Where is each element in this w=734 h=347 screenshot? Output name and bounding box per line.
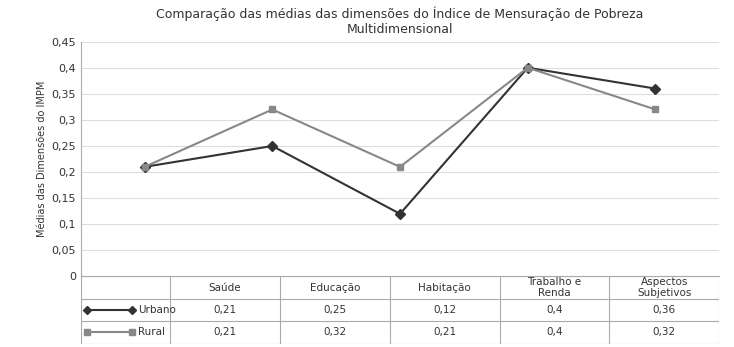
Text: Educação: Educação: [310, 282, 360, 293]
Y-axis label: Médias das Dimensões do IMPM: Médias das Dimensões do IMPM: [37, 81, 47, 237]
Text: Trabalho e
Renda: Trabalho e Renda: [528, 277, 581, 298]
Text: 0,21: 0,21: [433, 327, 457, 337]
Text: 0,4: 0,4: [546, 305, 563, 315]
Text: 0,12: 0,12: [433, 305, 457, 315]
Rural: [268, 107, 277, 111]
Line: Urbano: Urbano: [141, 64, 659, 217]
Rural: [396, 165, 404, 169]
Text: 0,21: 0,21: [214, 327, 236, 337]
Urbano: [523, 66, 532, 70]
Text: 0,21: 0,21: [214, 305, 236, 315]
Title: Comparação das médias das dimensões do Índice de Mensuração de Pobreza
Multidime: Comparação das médias das dimensões do Í…: [156, 7, 644, 36]
Line: Rural: Rural: [141, 64, 659, 170]
Urbano: [268, 144, 277, 148]
Urbano: [140, 165, 149, 169]
Text: 0,36: 0,36: [653, 305, 676, 315]
Text: Urbano: Urbano: [138, 305, 176, 315]
Text: Saúde: Saúde: [208, 282, 241, 293]
Rural: [523, 66, 532, 70]
Text: 0,32: 0,32: [324, 327, 346, 337]
Text: Aspectos
Subjetivos: Aspectos Subjetivos: [637, 277, 691, 298]
Urbano: [651, 86, 660, 91]
Urbano: [396, 212, 404, 216]
Text: Rural: Rural: [138, 327, 165, 337]
Text: 0,25: 0,25: [324, 305, 346, 315]
Text: 0,32: 0,32: [653, 327, 676, 337]
Rural: [651, 107, 660, 111]
Rural: [140, 165, 149, 169]
Text: 0,4: 0,4: [546, 327, 563, 337]
Text: Habitação: Habitação: [418, 282, 471, 293]
